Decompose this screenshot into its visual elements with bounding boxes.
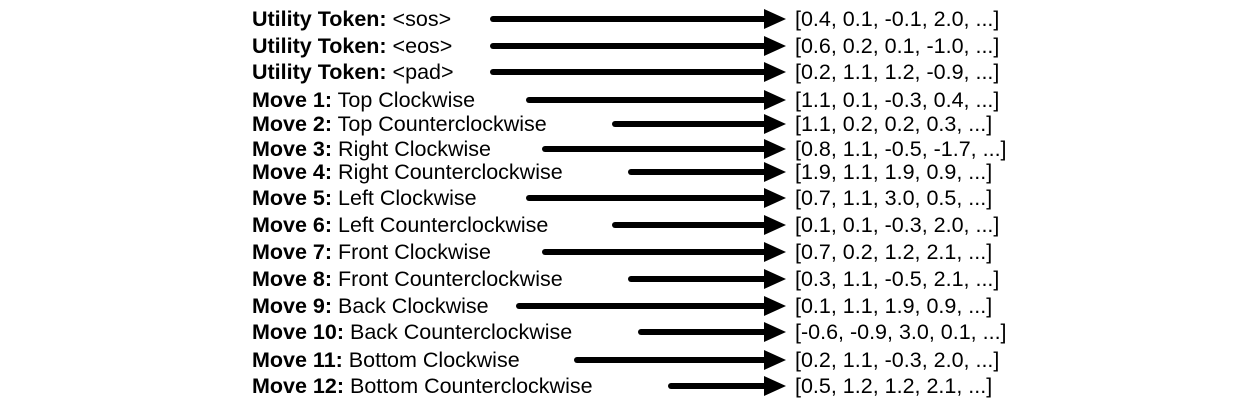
token-row: Move 7: Front Clockwise [0.7, 0.2, 1.2, … xyxy=(0,239,1260,266)
token-label: Move 2: Top Counterclockwise xyxy=(252,111,547,138)
embedding-vector: [0.7, 1.1, 3.0, 0.5, ...] xyxy=(795,186,993,210)
token-label: Move 1: Top Clockwise xyxy=(252,87,475,114)
token-prefix: Move 9: xyxy=(252,294,333,318)
embedding-vector: [1.1, 0.1, -0.3, 0.4, ...] xyxy=(795,88,1000,112)
token-row: Move 1: Top Clockwise [1.1, 0.1, -0.3, 0… xyxy=(0,87,1260,114)
token-name: <eos> xyxy=(386,34,453,58)
token-row: Move 11: Bottom Clockwise [0.2, 1.1, -0.… xyxy=(0,347,1260,374)
token-row: Move 5: Left Clockwise [0.7, 1.1, 3.0, 0… xyxy=(0,185,1260,212)
token-name: Front Clockwise xyxy=(332,240,491,264)
token-row: Utility Token: <eos> [0.6, 0.2, 0.1, -1.… xyxy=(0,33,1260,60)
token-name: Left Clockwise xyxy=(332,186,477,210)
token-label: Move 4: Right Counterclockwise xyxy=(252,159,563,186)
token-prefix: Move 5: xyxy=(252,186,333,210)
token-row: Move 9: Back Clockwise [0.1, 1.1, 1.9, 0… xyxy=(0,293,1260,320)
embedding-vector: [0.3, 1.1, -0.5, 2.1, ...] xyxy=(795,267,1000,291)
token-row: Move 2: Top Counterclockwise [1.1, 0.2, … xyxy=(0,111,1260,138)
token-label: Move 8: Front Counterclockwise xyxy=(252,266,563,293)
embedding-vector: [0.2, 1.1, -0.3, 2.0, ...] xyxy=(795,348,1000,372)
token-name: Front Counterclockwise xyxy=(332,267,563,291)
token-name: Top Counterclockwise xyxy=(332,112,547,136)
token-row: Move 12: Bottom Counterclockwise [0.5, 1… xyxy=(0,373,1260,400)
token-prefix: Move 10: xyxy=(252,320,345,344)
token-name: Left Counterclockwise xyxy=(332,213,549,237)
token-name: Right Clockwise xyxy=(332,137,491,161)
token-prefix: Move 7: xyxy=(252,240,333,264)
token-label: Move 12: Bottom Counterclockwise xyxy=(252,373,593,400)
token-name: Bottom Clockwise xyxy=(342,348,520,372)
embedding-vector: [1.1, 0.2, 0.2, 0.3, ...] xyxy=(795,112,993,136)
embedding-vector: [-0.6, -0.9, 3.0, 0.1, ...] xyxy=(795,320,1007,344)
embedding-vector: [0.4, 0.1, -0.1, 2.0, ...] xyxy=(795,7,1000,31)
token-row: Move 6: Left Counterclockwise [0.1, 0.1,… xyxy=(0,212,1260,239)
embedding-vector: [0.1, 0.1, -0.3, 2.0, ...] xyxy=(795,213,1000,237)
token-prefix: Move 12: xyxy=(252,374,345,398)
token-name: Bottom Counterclockwise xyxy=(344,374,593,398)
token-label: Move 6: Left Counterclockwise xyxy=(252,212,548,239)
token-label: Utility Token: <pad> xyxy=(252,59,454,86)
token-prefix: Move 11: xyxy=(252,348,343,372)
token-name: <pad> xyxy=(386,60,454,84)
token-row: Move 4: Right Counterclockwise [1.9, 1.1… xyxy=(0,159,1260,186)
token-prefix: Move 8: xyxy=(252,267,333,291)
token-row: Move 3: Right Clockwise [0.8, 1.1, -0.5,… xyxy=(0,136,1260,163)
embedding-vector: [0.7, 0.2, 1.2, 2.1, ...] xyxy=(795,240,993,264)
token-label: Utility Token: <eos> xyxy=(252,33,452,60)
token-prefix: Utility Token: xyxy=(252,60,387,84)
token-prefix: Move 3: xyxy=(252,137,333,161)
token-name: <sos> xyxy=(386,7,452,31)
token-prefix: Move 2: xyxy=(252,112,333,136)
token-name: Back Clockwise xyxy=(332,294,489,318)
token-label: Move 5: Left Clockwise xyxy=(252,185,477,212)
embedding-vector: [0.6, 0.2, 0.1, -1.0, ...] xyxy=(795,34,1000,58)
token-row: Utility Token: <sos> [0.4, 0.1, -0.1, 2.… xyxy=(0,6,1260,33)
token-label: Move 11: Bottom Clockwise xyxy=(252,347,520,374)
embedding-vector: [0.2, 1.1, 1.2, -0.9, ...] xyxy=(795,60,1000,84)
token-prefix: Move 4: xyxy=(252,160,333,184)
token-label: Move 7: Front Clockwise xyxy=(252,239,491,266)
token-row: Utility Token: <pad> [0.2, 1.1, 1.2, -0.… xyxy=(0,59,1260,86)
token-name: Back Counterclockwise xyxy=(344,320,573,344)
token-row: Move 10: Back Counterclockwise [-0.6, -0… xyxy=(0,319,1260,346)
token-name: Top Clockwise xyxy=(332,88,476,112)
token-prefix: Move 1: xyxy=(252,88,333,112)
token-label: Move 3: Right Clockwise xyxy=(252,136,491,163)
token-name: Right Counterclockwise xyxy=(332,160,563,184)
embedding-vector: [0.8, 1.1, -0.5, -1.7, ...] xyxy=(795,137,1007,161)
token-label: Move 10: Back Counterclockwise xyxy=(252,319,572,346)
token-prefix: Move 6: xyxy=(252,213,333,237)
token-prefix: Utility Token: xyxy=(252,34,387,58)
token-label: Move 9: Back Clockwise xyxy=(252,293,489,320)
token-prefix: Utility Token: xyxy=(252,7,387,31)
embedding-vector: [0.1, 1.1, 1.9, 0.9, ...] xyxy=(795,294,993,318)
token-label: Utility Token: <sos> xyxy=(252,6,451,33)
embedding-vector: [1.9, 1.1, 1.9, 0.9, ...] xyxy=(795,160,993,184)
embedding-vector: [0.5, 1.2, 1.2, 2.1, ...] xyxy=(795,374,993,398)
token-row: Move 8: Front Counterclockwise [0.3, 1.1… xyxy=(0,266,1260,293)
